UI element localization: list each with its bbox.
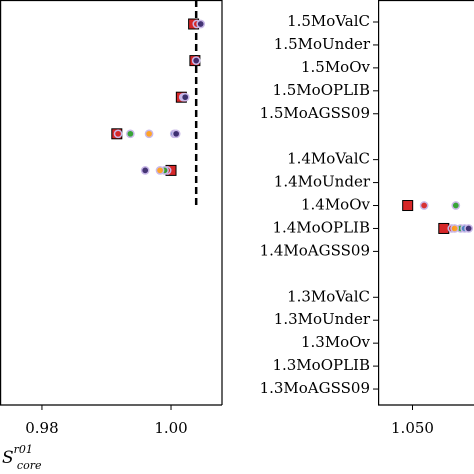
y-tick-label: 1.3MoOv: [301, 333, 371, 351]
x-axis-label: Sr01 core: [2, 443, 42, 472]
y-tick-label: 1.4MoAGSS09: [260, 241, 370, 259]
x-tick-label: 1.00: [154, 419, 187, 437]
marker-circle: [419, 201, 429, 210]
marker-circle: [451, 201, 461, 210]
y-tick-label: 1.5MoOPLIB: [272, 81, 370, 99]
marker-circle: [450, 224, 459, 233]
x-axis-label-part: S: [2, 448, 14, 468]
y-tick-label: 1.3MoAGSS09: [260, 379, 370, 397]
marker-circle: [464, 224, 474, 233]
marker-circle: [180, 92, 190, 102]
marker-square: [438, 222, 450, 234]
marker-circle: [196, 19, 206, 29]
x-axis-label-part: r01: [14, 443, 33, 456]
y-tick-label: 1.4MoOPLIB: [272, 218, 370, 236]
x-tick-label: 0.98: [25, 419, 58, 437]
marker-circle: [113, 129, 123, 139]
y-tick-label: 1.4MoUnder: [274, 173, 371, 191]
y-tick-label: 1.5MoOv: [301, 58, 371, 76]
x-tick-label: 1.050: [391, 419, 434, 437]
marker-circle: [144, 129, 154, 139]
marker-circle: [126, 129, 135, 139]
marker-square: [402, 200, 414, 212]
x-axis-label-part: core: [17, 459, 42, 472]
marker-circle: [155, 166, 165, 175]
y-tick-label: 1.4MoOv: [301, 196, 371, 214]
y-tick-label: 1.5MoValC: [287, 12, 370, 30]
marker-circle: [140, 166, 150, 175]
marker-circle: [191, 56, 201, 65]
y-tick-label: 1.3MoOPLIB: [272, 356, 370, 374]
marker-circle: [171, 129, 181, 139]
y-tick-label: 1.5MoAGSS09: [260, 104, 370, 122]
y-tick-label: 1.4MoValC: [287, 150, 370, 168]
y-tick-label: 1.3MoValC: [287, 287, 370, 305]
y-tick-label: 1.3MoUnder: [274, 310, 371, 328]
y-tick-label: 1.5MoUnder: [274, 35, 371, 53]
